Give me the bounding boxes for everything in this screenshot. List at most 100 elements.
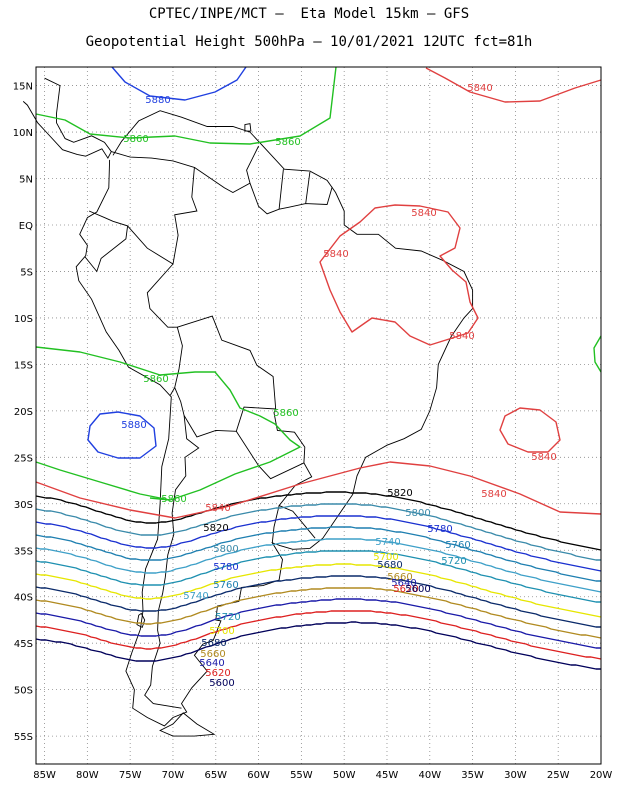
- contour-5840-atlantic: [499, 407, 561, 453]
- contour-label: 5740: [183, 591, 208, 602]
- contour-label: 5600: [405, 584, 430, 595]
- contour-5860-east: [593, 335, 602, 373]
- lat-lon-grid: [36, 67, 602, 764]
- country-border: [111, 151, 198, 265]
- contour-5780: [35, 515, 602, 572]
- contour-label: 5640: [199, 658, 224, 669]
- lon-tick-label: 30W: [504, 770, 527, 781]
- map-frame: [35, 66, 602, 765]
- contour-label: 5780: [213, 562, 238, 573]
- contour-label: 5760: [445, 540, 470, 551]
- contour-5600: [35, 621, 601, 670]
- lat-tick-label: 30S: [14, 500, 33, 511]
- contour-5800: [35, 503, 601, 561]
- axis-tick-labels: 15N 10N 5N EQ 5S 10S 15S 20S 25S 30S 35S 40S 45S 50S 5…: [13, 82, 613, 781]
- contour-label: 5840: [481, 489, 506, 500]
- lon-tick-label: 40W: [418, 770, 441, 781]
- contour-label: 5860: [273, 408, 298, 419]
- contour-label: 5840: [205, 503, 230, 514]
- contour-5700: [35, 563, 602, 618]
- chiloe-island-coast: [136, 612, 146, 629]
- lat-tick-label: 25S: [14, 453, 33, 464]
- contour-label: 5720: [215, 612, 240, 623]
- country-border: [278, 169, 284, 210]
- contour-label: 5620: [393, 584, 418, 595]
- height-contours: [35, 66, 602, 670]
- contour-label: 5760: [213, 580, 238, 591]
- country-border: [144, 415, 200, 709]
- country-border: [235, 408, 306, 480]
- lon-tick-label: 80W: [76, 770, 99, 781]
- contour-label: 5840: [411, 208, 436, 219]
- lon-tick-label: 60W: [247, 770, 270, 781]
- contour-label: 5860: [275, 137, 300, 148]
- lon-tick-label: 70W: [162, 770, 185, 781]
- contour-5720: [35, 550, 601, 603]
- contour-label: 5660: [387, 572, 412, 583]
- central-america-coastline: [22, 77, 112, 159]
- contour-label: 5620: [205, 668, 230, 679]
- contour-label: 5680: [201, 638, 226, 649]
- lon-tick-label: 85W: [33, 770, 56, 781]
- contour-label: 5840: [467, 83, 492, 94]
- contour-5840: [35, 461, 602, 519]
- contour-label: 5860: [143, 374, 168, 385]
- contour-label: 5600: [209, 678, 234, 689]
- lat-tick-label: 40S: [14, 593, 33, 604]
- lat-tick-label: 45S: [14, 639, 33, 650]
- contour-5820: [35, 491, 602, 551]
- lon-tick-label: 35W: [461, 770, 484, 781]
- contour-5640: [35, 598, 601, 649]
- lat-tick-label: 55S: [14, 732, 33, 743]
- lon-tick-label: 55W: [290, 770, 313, 781]
- contour-label: 5700: [209, 626, 234, 637]
- contour-label: 5700: [373, 552, 398, 563]
- contour-label: 5800: [405, 508, 430, 519]
- contour-5860-mid: [35, 346, 301, 501]
- contour-label: 5880: [145, 95, 170, 106]
- lat-tick-label: 15S: [14, 360, 33, 371]
- trinidad-island-coast: [244, 123, 252, 132]
- lon-tick-label: 20W: [590, 770, 613, 781]
- lon-tick-label: 50W: [333, 770, 356, 781]
- contour-label: 5860: [161, 494, 186, 505]
- lat-tick-label: 5N: [19, 175, 33, 186]
- lat-tick-label: 50S: [14, 686, 33, 697]
- contour-label: 5800: [213, 544, 238, 555]
- lat-tick-label: 10N: [13, 128, 33, 139]
- south-america-coastline: [75, 110, 474, 727]
- lon-tick-label: 75W: [119, 770, 142, 781]
- contour-5620: [35, 610, 602, 660]
- contour-label: 5840: [323, 249, 348, 260]
- contour-5840-ne-brazil: [319, 204, 479, 346]
- lon-tick-label: 65W: [204, 770, 227, 781]
- lat-tick-label: 10S: [14, 314, 33, 325]
- country-border: [271, 505, 280, 543]
- contour-label: 5680: [377, 560, 402, 571]
- contour-5660: [35, 587, 602, 639]
- country-border: [305, 171, 311, 204]
- contour-label: 5840: [531, 452, 556, 463]
- contour-label: 5820: [387, 488, 412, 499]
- contour-label: 5880: [121, 420, 146, 431]
- country-border: [84, 210, 129, 273]
- contour-label: 5840: [449, 331, 474, 342]
- contour-5680: [35, 575, 601, 628]
- lat-tick-label: 20S: [14, 407, 33, 418]
- contour-5840-north: [425, 67, 602, 103]
- contour-label: 5740: [375, 537, 400, 548]
- contour-5860-south: [35, 461, 171, 501]
- contour-label: 5660: [200, 649, 225, 660]
- map-title-line-2: Geopotential Height 500hPa – 10/01/2021 …: [85, 34, 533, 50]
- lat-tick-label: EQ: [19, 221, 33, 232]
- tierra-del-fuego-coast: [159, 712, 216, 737]
- coastlines-and-borders: [22, 77, 474, 737]
- contour-5740: [35, 538, 602, 593]
- contour-label: 5640: [391, 578, 416, 589]
- lon-tick-label: 45W: [376, 770, 399, 781]
- contour-label: 5780: [427, 524, 452, 535]
- country-border: [174, 315, 277, 438]
- contour-labels: 5880 5860 5860 5840 5840 5840 5840 5860 5880 5860…: [121, 83, 556, 689]
- contour-label: 5860: [123, 134, 148, 145]
